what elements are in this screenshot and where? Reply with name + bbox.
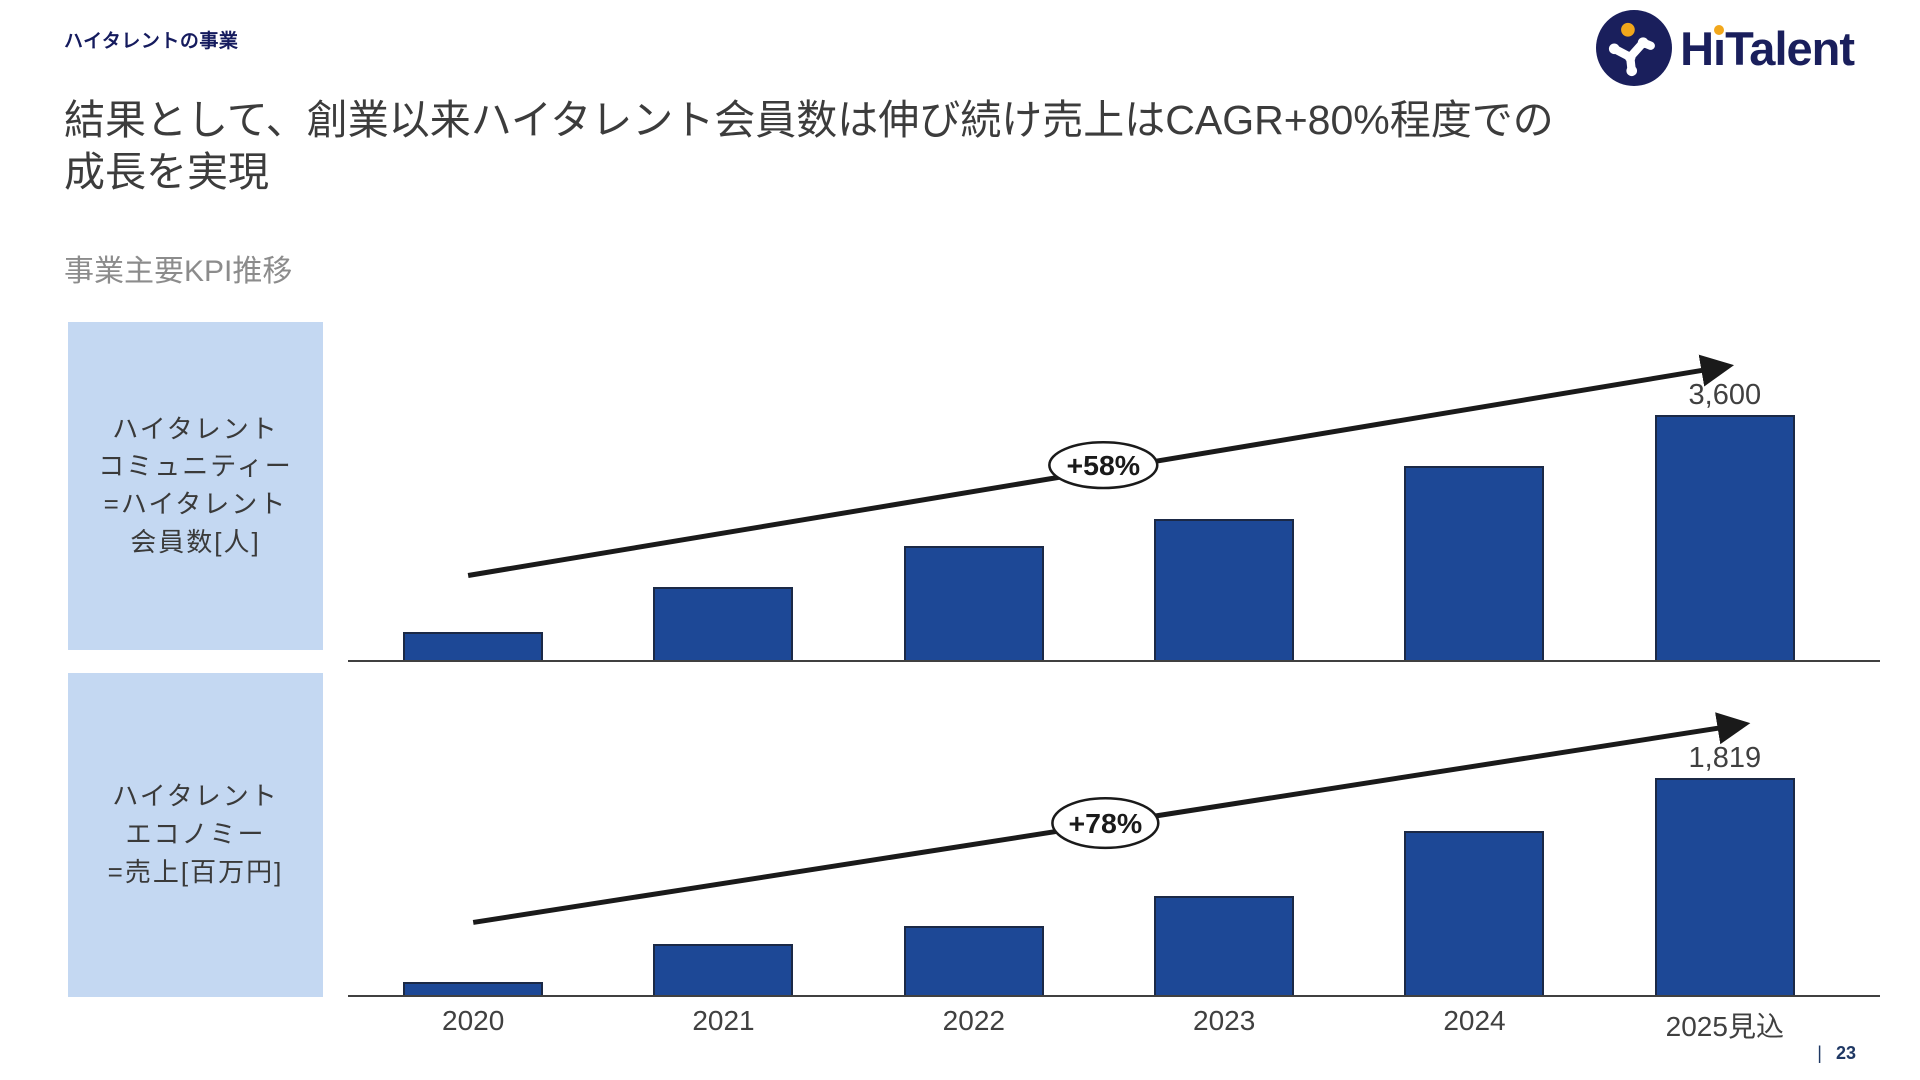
kpi-charts: ハイタレント コミュニティー =ハイタレント 会員数[人] 3,600 +58% ハイ… bbox=[68, 322, 1880, 1045]
x-axis-label: 2020 bbox=[442, 1005, 505, 1036]
x-axis-label: 2025見込 bbox=[1665, 1011, 1784, 1042]
bar-slot bbox=[1349, 322, 1599, 660]
revenue-bars: 1,819 bbox=[348, 673, 1850, 995]
chart-row-members: ハイタレント コミュニティー =ハイタレント 会員数[人] 3,600 +58% bbox=[68, 322, 1880, 662]
bar-slot: 1,819 bbox=[1600, 673, 1850, 995]
hitalent-logo-icon bbox=[1596, 10, 1673, 86]
bar bbox=[1654, 778, 1795, 995]
x-axis-label: 2023 bbox=[1193, 1005, 1256, 1036]
bar-slot bbox=[1099, 322, 1349, 660]
bar bbox=[403, 632, 544, 660]
row-label-line: =ハイタレント bbox=[103, 489, 288, 519]
x-axis-spacer bbox=[68, 1005, 348, 1045]
page-footer: | 23 bbox=[1817, 1043, 1856, 1064]
bar-slot bbox=[348, 673, 598, 995]
x-axis-label: 2022 bbox=[942, 1005, 1005, 1036]
footer-divider: | bbox=[1817, 1043, 1822, 1063]
bar bbox=[903, 546, 1044, 660]
bar-value-label: 3,600 bbox=[1688, 379, 1762, 411]
slide-title: 結果として、創業以来ハイタレント会員数は伸び続け売上はCAGR+80%程度での … bbox=[64, 94, 1564, 199]
slide-subtitle: 事業主要KPI推移 bbox=[64, 255, 293, 288]
bar bbox=[1404, 466, 1545, 660]
x-axis-label: 2024 bbox=[1443, 1005, 1506, 1036]
bar bbox=[903, 926, 1044, 995]
bar-slot bbox=[598, 322, 848, 660]
revenue-bar-chart: 1,819 +78% bbox=[348, 673, 1880, 997]
row-label-line: エコノミー bbox=[125, 819, 266, 850]
bar-slot bbox=[598, 673, 848, 995]
bar-slot bbox=[849, 322, 1099, 660]
page-number: 23 bbox=[1835, 1043, 1856, 1063]
x-axis-labels: 2020 2021 2022 2023 2024 2025見込 bbox=[68, 1005, 1880, 1045]
bar-slot bbox=[1349, 673, 1599, 995]
bar bbox=[653, 587, 794, 660]
chart-row-revenue: ハイタレント エコノミー =売上[百万円] 1,819 +78% bbox=[68, 673, 1880, 997]
slide-title-line1: 結果として、創業以来ハイタレント会員数は伸び続け売上はCAGR+80%程度での bbox=[64, 97, 1554, 143]
row-label-line: =売上[百万円] bbox=[107, 856, 284, 887]
bar bbox=[1154, 519, 1295, 660]
bar bbox=[403, 982, 544, 995]
bar-slot bbox=[1099, 673, 1349, 995]
bar-slot bbox=[348, 322, 598, 660]
bar bbox=[1654, 415, 1795, 660]
bar-value-label: 1,819 bbox=[1688, 742, 1762, 774]
members-bar-chart: 3,600 +58% bbox=[348, 322, 1880, 662]
bar-slot bbox=[849, 673, 1099, 995]
slide-title-line2: 成長を実現 bbox=[64, 149, 269, 196]
row-label-line: 会員数[人] bbox=[130, 526, 261, 557]
row-label-revenue: ハイタレント エコノミー =売上[百万円] bbox=[68, 673, 323, 997]
row-label-members: ハイタレント コミュニティー =ハイタレント 会員数[人] bbox=[68, 322, 323, 650]
bar bbox=[1154, 896, 1295, 995]
x-axis-categories: 2020 2021 2022 2023 2024 2025見込 bbox=[348, 1005, 1880, 1045]
row-label-line: コミュニティー bbox=[98, 451, 293, 482]
members-bars: 3,600 bbox=[348, 322, 1850, 660]
row-label-line: ハイタレント bbox=[112, 781, 279, 812]
bar bbox=[1404, 831, 1545, 995]
slide-eyebrow: ハイタレントの事業 bbox=[64, 31, 239, 52]
bar-slot: 3,600 bbox=[1600, 322, 1850, 660]
bar bbox=[653, 944, 794, 995]
x-axis-label: 2021 bbox=[692, 1005, 755, 1036]
row-label-line: ハイタレント bbox=[112, 413, 279, 444]
